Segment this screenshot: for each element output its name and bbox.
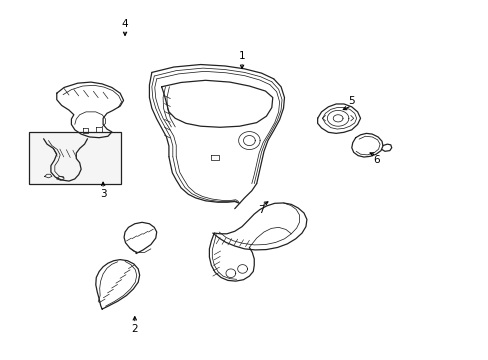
Text: 6: 6 bbox=[372, 155, 379, 165]
Text: 3: 3 bbox=[100, 189, 106, 199]
Text: 1: 1 bbox=[238, 51, 245, 61]
Text: 7: 7 bbox=[258, 206, 264, 216]
Text: 4: 4 bbox=[122, 19, 128, 29]
Text: 5: 5 bbox=[348, 96, 354, 106]
Bar bbox=[29, 132, 121, 184]
Text: 2: 2 bbox=[131, 324, 138, 334]
